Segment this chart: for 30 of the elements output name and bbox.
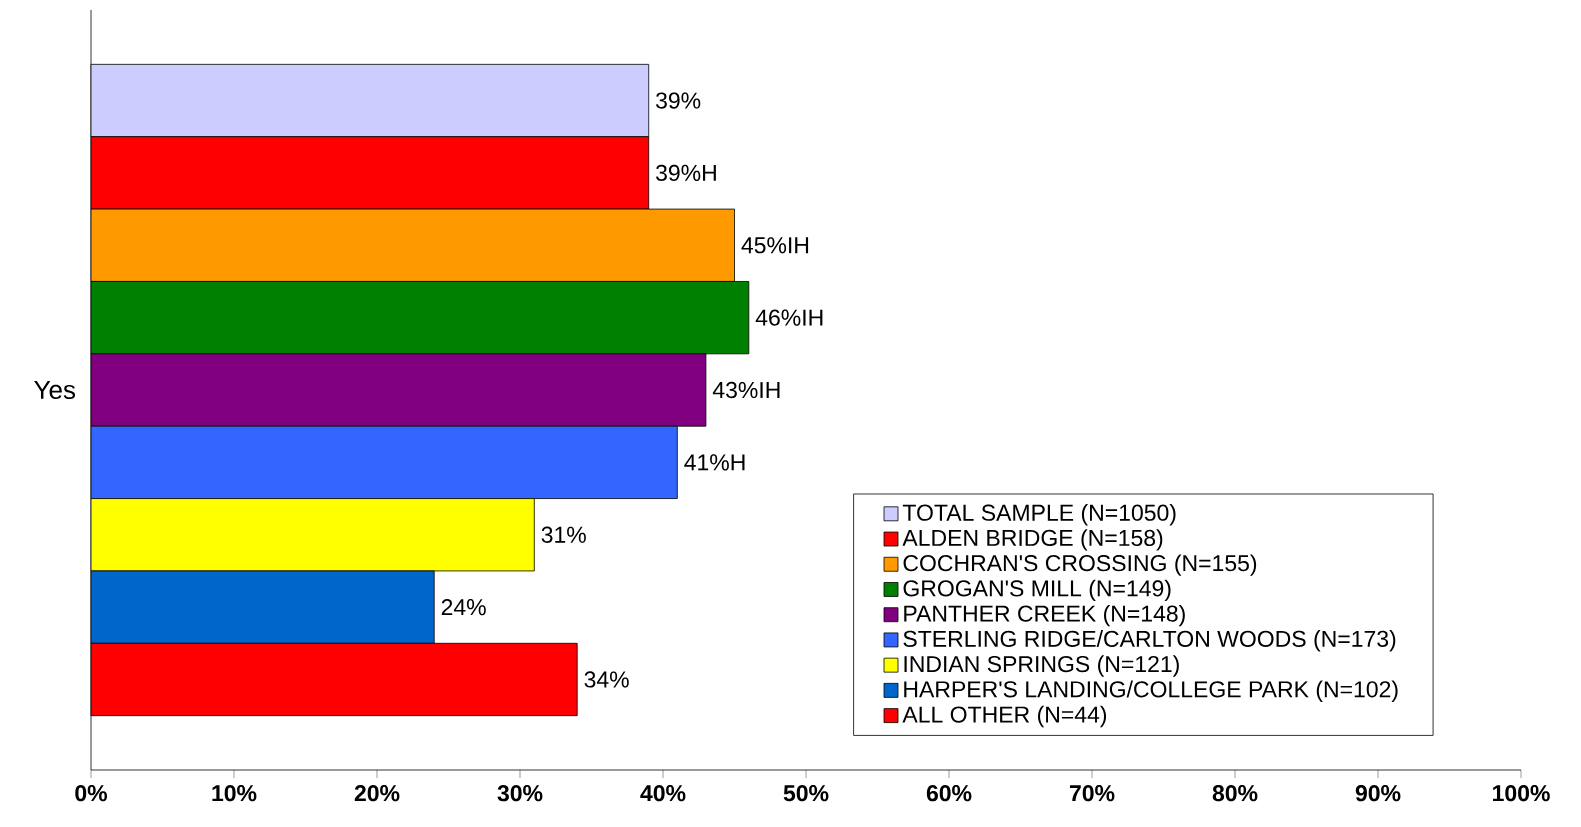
- legend-label: TOTAL SAMPLE (N=1050): [902, 503, 1176, 526]
- data-label: 41%H: [684, 454, 745, 471]
- y-tick-label: Yes: [34, 380, 76, 400]
- x-tick-label: 0%: [75, 785, 108, 802]
- x-tick-label: 80%: [1212, 785, 1258, 802]
- legend-label: GROGAN'S MILL (N=149): [903, 579, 1171, 602]
- data-label: 46%IH: [755, 309, 823, 326]
- x-tick-label: 70%: [1069, 785, 1115, 802]
- data-label: 31%: [541, 526, 586, 543]
- legend-label: STERLING RIDGE/CARLTON WOODS (N=173): [903, 630, 1396, 652]
- data-label: 34%: [584, 671, 629, 688]
- x-tick-label: 50%: [783, 785, 829, 802]
- data-label: 39%H: [655, 164, 716, 182]
- legend-label: ALDEN BRIDGE (N=158): [902, 529, 1163, 551]
- x-tick-label: 30%: [497, 785, 543, 802]
- x-tick-label: 40%: [640, 785, 686, 802]
- legend-label: HARPER'S LANDING/COLLEGE PARK (N=102): [904, 680, 1398, 702]
- data-label: 24%: [441, 599, 486, 616]
- legend-label: INDIAN SPRINGS (N=121): [904, 655, 1179, 677]
- data-label: 39%: [655, 92, 701, 109]
- x-tick-label: 60%: [926, 785, 972, 802]
- x-tick-label: 100%: [1493, 785, 1550, 802]
- legend-label: PANTHER CREEK (N=148): [904, 604, 1185, 627]
- legend-label: ALL OTHER (N=44): [902, 705, 1107, 728]
- data-label: 45%IH: [741, 237, 809, 254]
- x-tick-label: 10%: [212, 785, 257, 802]
- x-tick-label: 20%: [354, 785, 400, 802]
- data-label: 43%IH: [712, 381, 780, 399]
- legend-label: COCHRAN'S CROSSING (N=155): [903, 554, 1257, 576]
- x-tick-label: 90%: [1355, 785, 1401, 802]
